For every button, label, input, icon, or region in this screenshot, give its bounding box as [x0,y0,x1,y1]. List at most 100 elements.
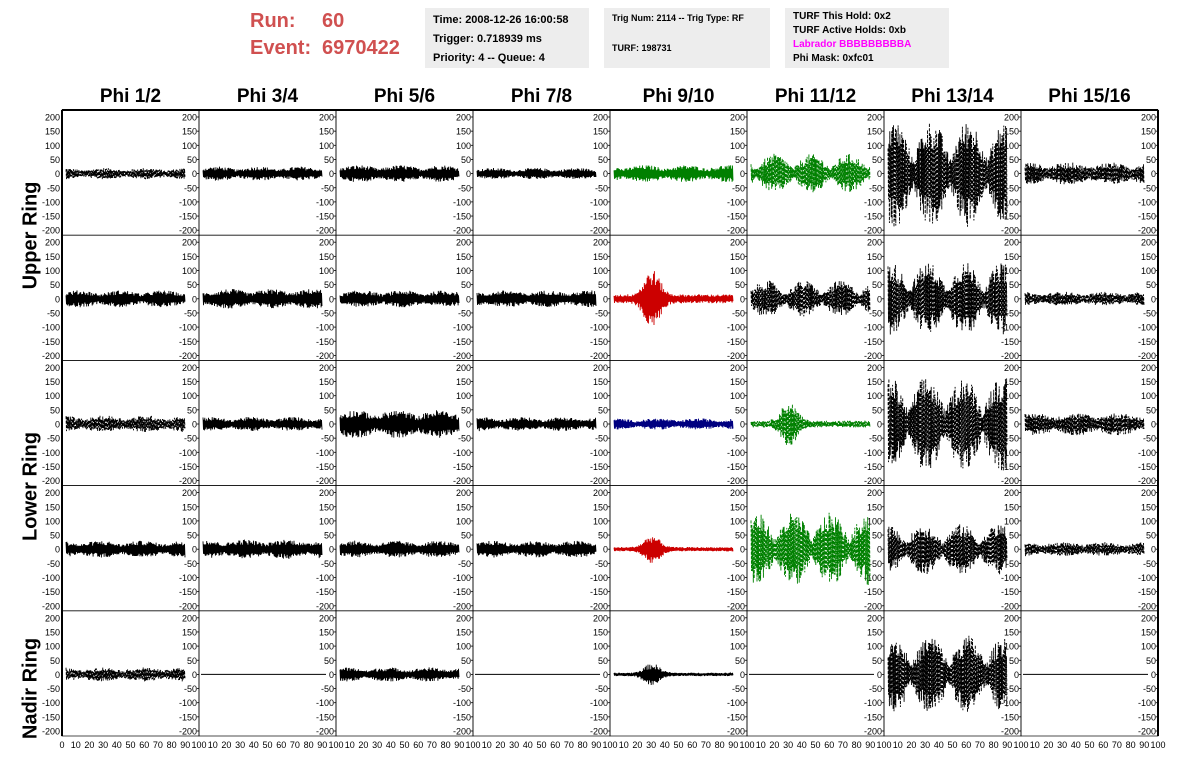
y-tick-label: 150 [867,627,882,637]
y-tick-label: -150 [590,462,608,472]
y-tick-label: 150 [1004,377,1019,387]
y-tick-label: -150 [864,587,882,597]
waveform-trace [202,166,323,181]
y-tick-label: 150 [1004,627,1019,637]
y-tick-label: 200 [593,613,608,623]
left-y-tick-label: 150 [45,127,60,137]
left-y-tick-label: 50 [50,405,60,415]
y-tick-label: -100 [453,323,471,333]
y-tick-label: 50 [1009,656,1019,666]
x-tick-label: 100 [876,740,891,750]
y-tick-label: -50 [321,559,334,569]
trig-info-box: Trig Num: 2114 -- Trig Type: RF TURF: 19… [604,8,770,68]
y-tick-label: 50 [735,155,745,165]
y-tick-label: -100 [453,448,471,458]
x-tick-label: 10 [345,740,355,750]
waveform-trace [887,378,1008,471]
waveform-trace [613,418,734,430]
x-tick-label: 40 [660,740,670,750]
y-tick-label: -150 [864,337,882,347]
y-tick-label: -200 [590,727,608,737]
y-tick-label: -100 [453,197,471,207]
y-tick-label: 50 [324,405,334,415]
waveform-trace [65,290,186,308]
x-tick-label: 10 [756,740,766,750]
y-tick-label: 200 [867,488,882,498]
waveform-trace [1024,413,1145,436]
y-tick-label: 100 [1004,516,1019,526]
y-tick-label: -150 [453,212,471,222]
waveform-trace [1024,291,1145,306]
left-y-tick-label: 200 [45,363,60,373]
y-tick-label: -150 [1001,587,1019,597]
y-tick-label: 200 [456,613,471,623]
y-tick-label: -100 [590,573,608,583]
left-y-tick-label: 50 [50,155,60,165]
y-tick-label: 0 [466,670,471,680]
y-tick-label: 0 [466,294,471,304]
y-tick-label: -150 [590,712,608,722]
y-tick-label: -50 [1006,434,1019,444]
y-tick-label: -50 [869,308,882,318]
y-tick-label: 100 [730,266,745,276]
y-tick-label: 150 [730,627,745,637]
y-tick-label: -200 [1001,601,1019,611]
y-tick-label: -200 [453,727,471,737]
y-tick-label: -50 [184,183,197,193]
y-tick-label: -150 [1138,712,1156,722]
x-tick-label: 70 [290,740,300,750]
y-tick-label: 100 [1141,141,1156,151]
run-event-box: Run: 60 Event: 6970422 [250,8,420,68]
x-tick-label: 40 [797,740,807,750]
left-y-tick-label: -50 [47,434,60,444]
left-y-tick-label: -50 [47,308,60,318]
x-tick-label: 90 [728,740,738,750]
x-tick-label: 80 [1126,740,1136,750]
y-tick-label: -200 [453,476,471,486]
y-tick-label: 50 [187,656,197,666]
y-tick-label: 100 [867,516,882,526]
y-tick-label: -200 [1138,351,1156,361]
y-tick-label: 50 [187,280,197,290]
y-tick-label: 150 [182,377,197,387]
y-tick-label: 150 [1141,502,1156,512]
y-tick-label: -200 [590,601,608,611]
y-tick-label: -200 [316,226,334,236]
y-tick-label: 150 [867,252,882,262]
y-tick-label: -100 [590,448,608,458]
y-tick-label: -200 [590,226,608,236]
y-tick-label: -50 [1143,434,1156,444]
y-tick-label: -50 [458,684,471,694]
y-tick-label: -100 [727,698,745,708]
y-tick-label: -200 [864,226,882,236]
y-tick-label: 50 [872,531,882,541]
left-y-tick-label: -200 [42,727,60,737]
y-tick-label: 100 [1004,391,1019,401]
col-title-1: Phi 1/2 [99,86,162,107]
y-tick-label: 200 [867,363,882,373]
y-tick-label: 100 [182,141,197,151]
left-y-tick-label: -150 [42,587,60,597]
y-tick-label: -200 [727,476,745,486]
y-tick-label: 100 [319,141,334,151]
x-tick-label: 90 [317,740,327,750]
y-tick-label: -200 [316,476,334,486]
y-tick-label: 100 [867,266,882,276]
y-tick-label: 200 [182,488,197,498]
y-tick-label: -100 [1138,698,1156,708]
y-tick-label: -50 [321,308,334,318]
y-tick-label: -50 [732,684,745,694]
col-title-5: Phi 9/10 [642,86,715,107]
x-tick-label: 10 [482,740,492,750]
y-tick-label: 200 [593,363,608,373]
y-tick-label: 200 [1141,613,1156,623]
left-y-tick-label: -100 [42,573,60,583]
run-value: 60 [322,10,345,32]
y-tick-label: 200 [182,613,197,623]
y-tick-label: -100 [727,197,745,207]
y-tick-label: 0 [603,169,608,179]
y-tick-label: -200 [727,727,745,737]
y-tick-label: 200 [1004,238,1019,248]
waveform-trace [887,635,1008,713]
x-tick-label: 10 [893,740,903,750]
